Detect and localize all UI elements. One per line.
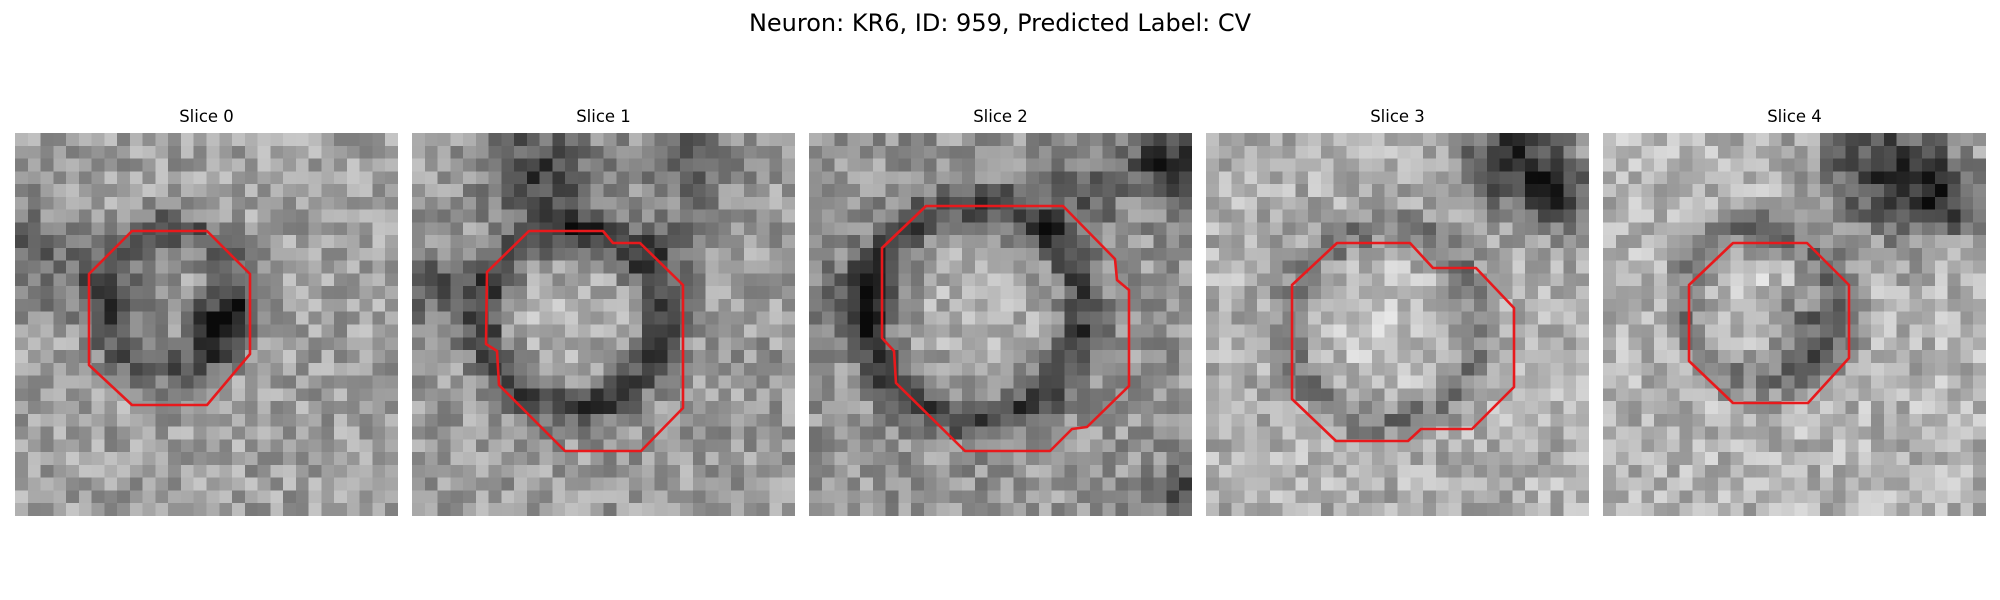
roi-contour-overlay [1603, 133, 1986, 516]
roi-contour [882, 206, 1129, 451]
slice-panel-0: Slice 0 [15, 106, 398, 128]
roi-contour-overlay [15, 133, 398, 516]
slice-panel-4: Slice 4 [1603, 106, 1986, 128]
roi-contour [1689, 243, 1849, 403]
slice-image [1603, 133, 1986, 516]
slice-title: Slice 4 [1603, 106, 1986, 128]
slice-title: Slice 1 [412, 106, 795, 128]
figure-title: Neuron: KR6, ID: 959, Predicted Label: C… [0, 6, 2000, 40]
slice-title: Slice 0 [15, 106, 398, 128]
slice-panel-2: Slice 2 [809, 106, 1192, 128]
roi-contour [1292, 243, 1514, 441]
slice-title: Slice 3 [1206, 106, 1589, 128]
roi-contour [486, 231, 683, 451]
slice-panel-1: Slice 1 [412, 106, 795, 128]
slice-title: Slice 2 [809, 106, 1192, 128]
roi-contour-overlay [412, 133, 795, 516]
slice-image [1206, 133, 1589, 516]
roi-contour [89, 231, 250, 405]
slice-image [15, 133, 398, 516]
slice-panel-3: Slice 3 [1206, 106, 1589, 128]
slice-image [412, 133, 795, 516]
slice-image [809, 133, 1192, 516]
roi-contour-overlay [1206, 133, 1589, 516]
roi-contour-overlay [809, 133, 1192, 516]
